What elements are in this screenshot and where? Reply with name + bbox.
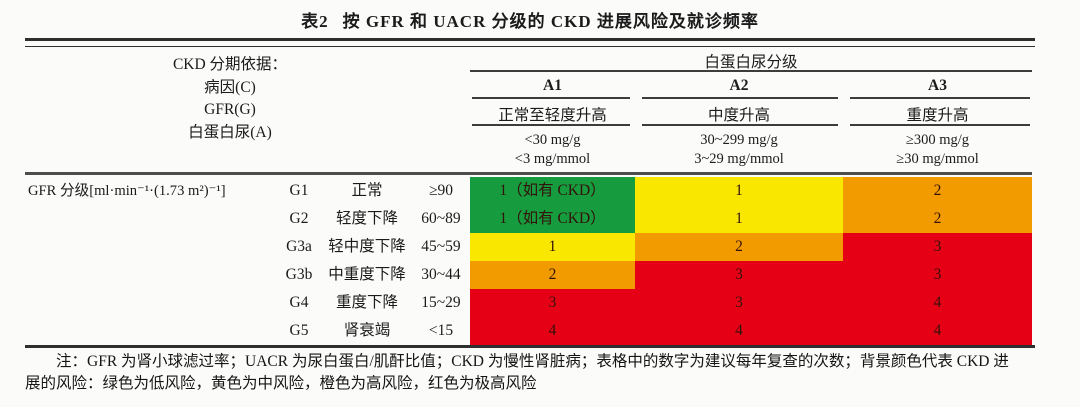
- risk-cell: 4: [843, 317, 1032, 345]
- table-row-g3b: G3b 中重度下降 30~44 2 3 3: [0, 261, 1080, 289]
- stage-basis-line: 病因(C): [204, 78, 256, 96]
- table-number: 表2: [301, 12, 329, 31]
- column-a1-desc-rule: [472, 124, 630, 126]
- range-mg-g: 30~299 mg/g: [700, 132, 778, 148]
- column-a3-desc-rule: [850, 124, 1030, 126]
- risk-cell: 3: [843, 261, 1032, 289]
- stage-code: G2: [289, 210, 309, 227]
- risk-cell: 3: [843, 233, 1032, 261]
- stage-desc: 肾衰竭: [343, 322, 391, 339]
- risk-cell: 2: [470, 261, 635, 289]
- range-mg-mmol: <3 mg/mmol: [514, 150, 591, 167]
- stage-code: G4: [289, 294, 309, 311]
- column-a2-desc-rule: [642, 124, 838, 126]
- column-a3-code: A3: [928, 77, 947, 94]
- gfr-range: <15: [428, 322, 454, 339]
- risk-cell: 2: [843, 205, 1032, 233]
- gfr-range: 45~59: [421, 238, 461, 255]
- column-a1-ranges: <30 mg/g <3 mg/mmol: [470, 131, 635, 168]
- table-row-g5: G5 肾衰竭 <15 4 4 4: [0, 317, 1080, 345]
- stage-code: G5: [289, 322, 309, 339]
- risk-cell: 4: [470, 317, 635, 345]
- risk-cell: 1（如有 CKD）: [470, 177, 635, 205]
- gfr-range: ≥90: [428, 182, 453, 199]
- column-a3-desc: 重度升高: [906, 107, 969, 124]
- column-a1-code: A1: [543, 77, 562, 94]
- column-a1-desc: 正常至轻度升高: [498, 107, 607, 124]
- stage-desc: 重度下降: [335, 294, 398, 311]
- stage-desc: 中重度下降: [328, 266, 406, 283]
- column-a2-ranges: 30~299 mg/g 3~29 mg/mmol: [635, 131, 843, 168]
- gfr-range: 30~44: [421, 266, 461, 283]
- stage-code: G3a: [286, 238, 312, 255]
- risk-cell: 3: [635, 261, 843, 289]
- table-row-g4: G4 重度下降 15~29 3 3 4: [0, 289, 1080, 317]
- gfr-range: 60~89: [421, 210, 461, 227]
- risk-cell: 1（如有 CKD）: [470, 205, 635, 233]
- gfr-axis-label: GFR 分级[ml·min⁻¹·(1.73 m²)⁻¹]: [28, 183, 226, 199]
- gfr-range: 15~29: [421, 294, 461, 311]
- risk-cell: 1: [635, 177, 843, 205]
- stage-desc: 轻度下降: [335, 210, 398, 227]
- table-title-text: 按 GFR 和 UACR 分级的 CKD 进展风险及就诊频率: [342, 12, 759, 31]
- range-mg-g: <30 mg/g: [524, 132, 581, 148]
- risk-cell: 3: [470, 289, 635, 317]
- column-a3-ranges: ≥300 mg/g ≥30 mg/mmol: [843, 131, 1032, 168]
- range-mg-g: ≥300 mg/g: [905, 132, 970, 148]
- footnote: 注：GFR 为肾小球滤过率；UACR 为尿白蛋白/肌酐比值；CKD 为慢性肾脏病…: [25, 351, 1057, 394]
- column-a2-rule: [642, 97, 838, 99]
- stage-code: G3b: [285, 266, 313, 283]
- stage-basis-line: CKD 分期依据：: [172, 56, 288, 73]
- stage-code: G1: [289, 182, 309, 199]
- risk-cell: 2: [843, 177, 1032, 205]
- table-title: 表2 按 GFR 和 UACR 分级的 CKD 进展风险及就诊频率: [25, 7, 1035, 32]
- column-a2-desc: 中度升高: [707, 107, 770, 124]
- risk-cell: 2: [635, 233, 843, 261]
- range-mg-mmol: 3~29 mg/mmol: [694, 150, 784, 167]
- column-a3-rule: [850, 97, 1030, 99]
- stage-basis-block: CKD 分期依据： 病因(C) GFR(G) 白蛋白尿(A): [90, 54, 370, 144]
- albuminuria-group-title: 白蛋白尿分级: [704, 54, 798, 71]
- stage-basis-line: GFR(G): [204, 101, 256, 118]
- stage-basis-line: 白蛋白尿(A): [188, 123, 272, 141]
- bottom-rule: [25, 345, 1035, 348]
- risk-cell: 4: [635, 317, 843, 345]
- range-mg-mmol: ≥30 mg/mmol: [896, 150, 979, 167]
- risk-cell: 3: [635, 289, 843, 317]
- column-a2-code: A2: [729, 77, 749, 94]
- header-body-separator: [25, 172, 1032, 175]
- stage-desc: 轻中度下降: [328, 238, 406, 255]
- stage-desc: 正常: [351, 182, 383, 199]
- risk-cell: 4: [843, 289, 1032, 317]
- top-double-rule: [25, 38, 1035, 47]
- footnote-line-2: 展的风险：绿色为低风险，黄色为中风险，橙色为高风险，红色为极高风险: [25, 374, 537, 392]
- table-row-g3a: G3a 轻中度下降 45~59 1 2 3: [0, 233, 1080, 261]
- albuminuria-group-rule: [470, 70, 1032, 72]
- table-row-g2: G2 轻度下降 60~89 1（如有 CKD） 1 2: [0, 205, 1080, 233]
- risk-cell: 1: [635, 205, 843, 233]
- risk-cell: 1: [470, 233, 635, 261]
- table-row-g1: GFR 分级[ml·min⁻¹·(1.73 m²)⁻¹] G1 正常 ≥90 1…: [0, 177, 1080, 205]
- footnote-line-1: 注：GFR 为肾小球滤过率；UACR 为尿白蛋白/肌酐比值；CKD 为慢性肾脏病…: [56, 353, 1009, 370]
- column-a1-rule: [472, 97, 630, 99]
